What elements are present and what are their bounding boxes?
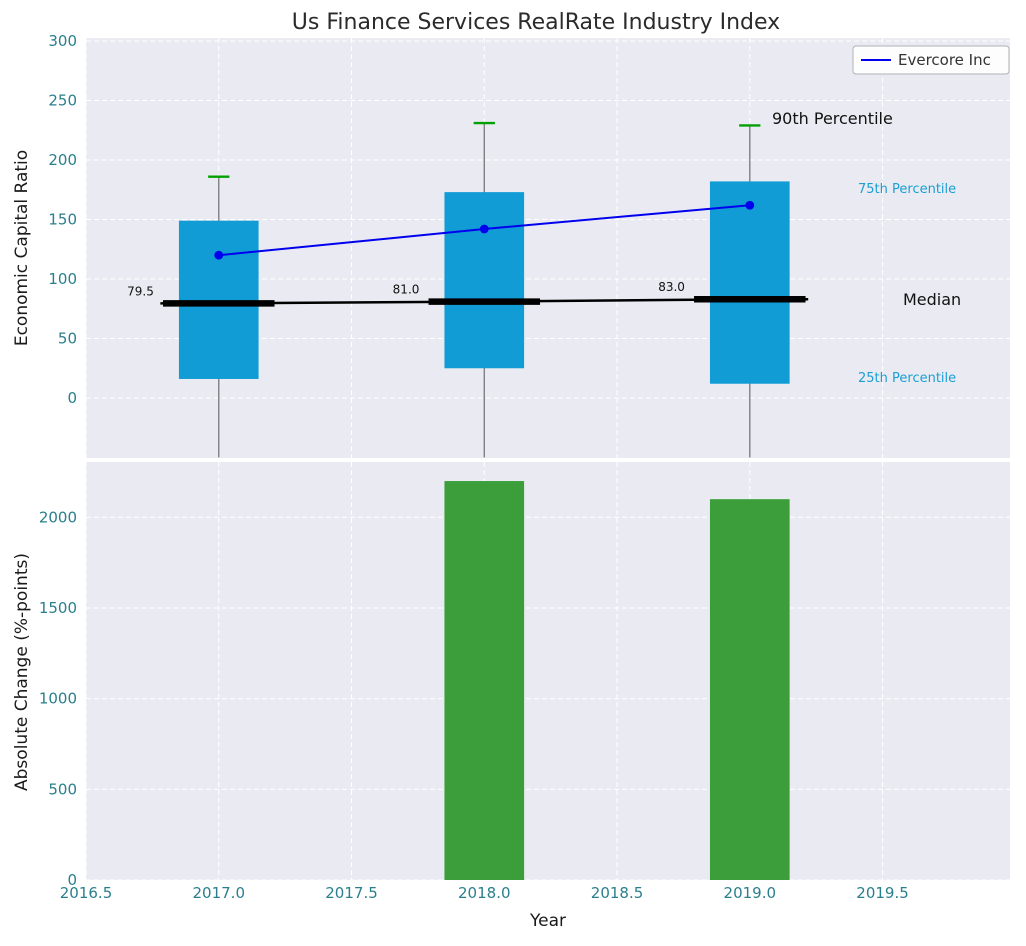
bottom-y-tick-label: 2000 (39, 508, 77, 526)
bottom-axes-background (86, 462, 1010, 880)
top-y-tick-label: 50 (58, 330, 77, 348)
tick-labels: 0 50 100 150 200 250 300 0 500 1000 1500 2000 2016.5… (39, 32, 909, 902)
legend-box (852, 45, 1010, 75)
change-bar (444, 481, 525, 880)
top-y-tick-label: 300 (48, 32, 77, 50)
bottom-y-tick-label: 0 (67, 871, 77, 889)
annotation-median: Median (903, 290, 961, 309)
x-tick-label: 2018.0 (458, 884, 511, 902)
x-tick-label: 2016.5 (60, 884, 113, 902)
top-y-tick-label: 100 (48, 270, 77, 288)
x-tick-label: 2019.0 (724, 884, 777, 902)
evercore-point (745, 200, 755, 210)
x-axis-label: Year (529, 911, 566, 931)
x-tick-label: 2017.0 (193, 884, 246, 902)
legend: Evercore Inc (852, 45, 1010, 75)
top-y-axis-label: Economic Capital Ratio (12, 150, 32, 346)
top-y-tick-label: 250 (48, 91, 77, 109)
legend-label: Evercore Inc (898, 51, 991, 69)
bottom-plot-layer (444, 481, 790, 880)
top-y-tick-label: 0 (67, 389, 77, 407)
top-y-tick-label: 150 (48, 210, 77, 228)
evercore-point (479, 224, 489, 234)
median-value-label: 81.0 (393, 283, 420, 297)
median-value-label: 83.0 (658, 280, 685, 294)
top-plot-layer: 79.5 81.0 83.0 (127, 121, 809, 458)
bottom-y-tick-label: 1000 (39, 690, 77, 708)
gridlines (85, 38, 1010, 881)
chart-title: Us Finance Services RealRate Industry In… (292, 10, 780, 35)
x-tick-label: 2017.5 (325, 884, 378, 902)
x-tick-label: 2019.5 (856, 884, 909, 902)
change-bar (709, 499, 790, 880)
annotation-25th-percentile: 25th Percentile (858, 371, 956, 386)
top-y-tick-label: 200 (48, 151, 77, 169)
bottom-y-axis-label: Absolute Change (%-points) (12, 553, 32, 791)
median-value-label: 79.5 (127, 284, 154, 298)
annotation-75th-percentile: 75th Percentile (858, 182, 956, 197)
evercore-point (214, 250, 224, 260)
percentile-box (709, 181, 790, 384)
percentile-box (178, 220, 259, 379)
bottom-y-tick-label: 500 (48, 780, 77, 798)
x-tick-label: 2018.5 (591, 884, 644, 902)
percentile-box (444, 192, 525, 369)
bottom-y-tick-label: 1500 (39, 599, 77, 617)
annotation-90th-percentile: 90th Percentile (772, 109, 893, 128)
